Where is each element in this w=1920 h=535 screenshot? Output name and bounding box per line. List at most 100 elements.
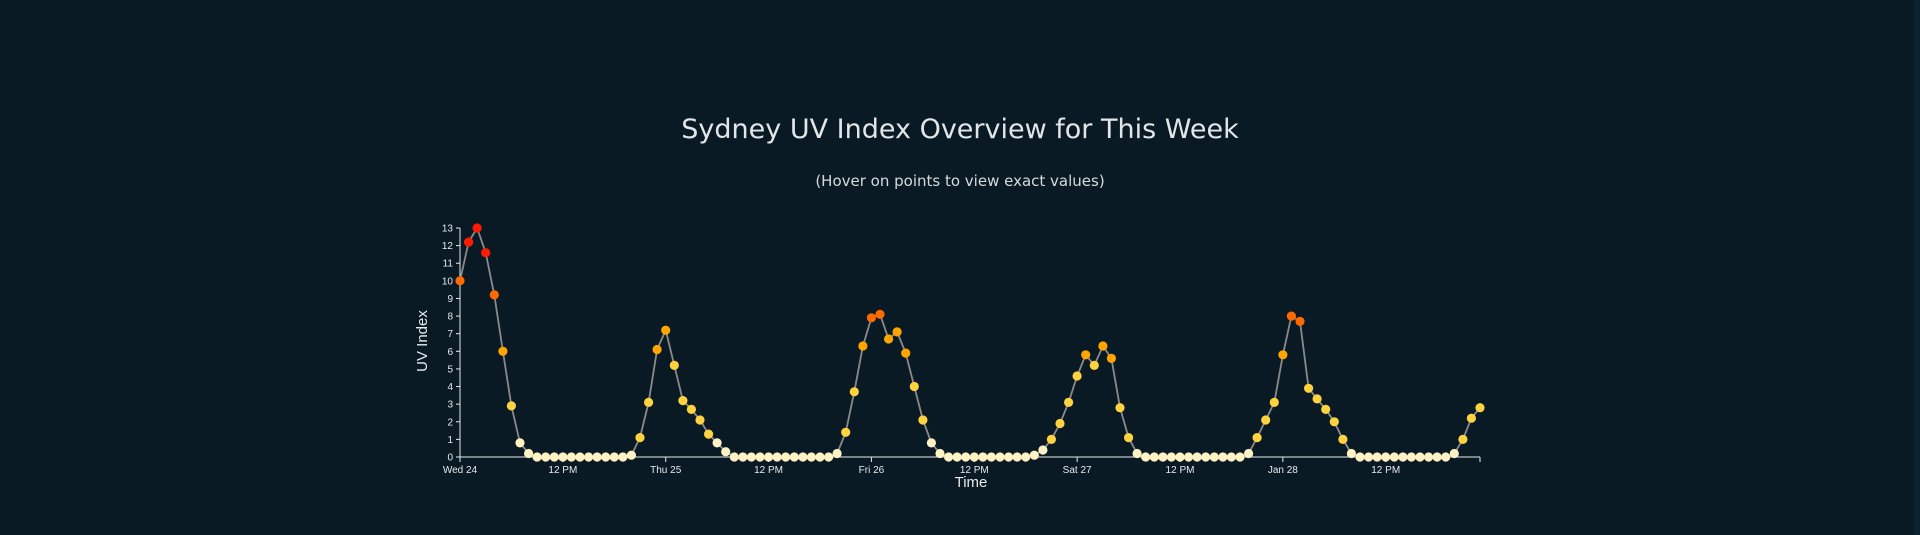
uv-data-point[interactable] <box>747 452 756 461</box>
uv-data-point[interactable] <box>824 452 833 461</box>
uv-data-point[interactable] <box>901 349 910 358</box>
uv-data-point[interactable] <box>1313 394 1322 403</box>
uv-data-point[interactable] <box>507 401 516 410</box>
uv-data-point[interactable] <box>1073 371 1082 380</box>
uv-data-point[interactable] <box>695 415 704 424</box>
uv-data-point[interactable] <box>935 449 944 458</box>
uv-data-point[interactable] <box>1390 452 1399 461</box>
uv-data-point[interactable] <box>918 415 927 424</box>
uv-data-point[interactable] <box>1347 449 1356 458</box>
uv-data-point[interactable] <box>1355 452 1364 461</box>
uv-data-point[interactable] <box>875 310 884 319</box>
uv-data-point[interactable] <box>575 452 584 461</box>
uv-data-point[interactable] <box>1338 435 1347 444</box>
uv-data-point[interactable] <box>704 430 713 439</box>
uv-data-point[interactable] <box>1218 452 1227 461</box>
uv-data-point[interactable] <box>910 382 919 391</box>
uv-data-point[interactable] <box>1235 452 1244 461</box>
uv-data-point[interactable] <box>533 452 542 461</box>
uv-data-point[interactable] <box>953 452 962 461</box>
uv-data-point[interactable] <box>558 452 567 461</box>
uv-data-point[interactable] <box>1115 403 1124 412</box>
uv-data-point[interactable] <box>798 452 807 461</box>
uv-data-point[interactable] <box>1055 419 1064 428</box>
uv-data-point[interactable] <box>1133 449 1142 458</box>
uv-data-point[interactable] <box>773 452 782 461</box>
uv-data-point[interactable] <box>1244 449 1253 458</box>
uv-data-point[interactable] <box>584 452 593 461</box>
uv-data-point[interactable] <box>481 248 490 257</box>
uv-data-point[interactable] <box>593 452 602 461</box>
uv-data-point[interactable] <box>987 452 996 461</box>
uv-data-point[interactable] <box>970 452 979 461</box>
uv-data-point[interactable] <box>1475 403 1484 412</box>
uv-data-point[interactable] <box>464 238 473 247</box>
uv-data-point[interactable] <box>1030 451 1039 460</box>
uv-data-point[interactable] <box>1150 452 1159 461</box>
uv-data-point[interactable] <box>807 452 816 461</box>
uv-data-point[interactable] <box>893 327 902 336</box>
uv-data-point[interactable] <box>1253 433 1262 442</box>
uv-data-point[interactable] <box>1193 452 1202 461</box>
uv-data-point[interactable] <box>1364 452 1373 461</box>
uv-data-point[interactable] <box>1450 449 1459 458</box>
uv-data-point[interactable] <box>618 452 627 461</box>
uv-data-point[interactable] <box>1090 361 1099 370</box>
uv-data-point[interactable] <box>1098 341 1107 350</box>
uv-data-point[interactable] <box>1047 435 1056 444</box>
uv-data-point[interactable] <box>961 452 970 461</box>
uv-data-point[interactable] <box>1167 452 1176 461</box>
uv-data-point[interactable] <box>661 326 670 335</box>
uv-data-point[interactable] <box>687 405 696 414</box>
uv-data-point[interactable] <box>1424 452 1433 461</box>
uv-data-point[interactable] <box>1124 433 1133 442</box>
uv-data-point[interactable] <box>610 452 619 461</box>
uv-data-point[interactable] <box>1107 354 1116 363</box>
uv-data-point[interactable] <box>884 334 893 343</box>
uv-data-point[interactable] <box>653 345 662 354</box>
uv-data-point[interactable] <box>1141 452 1150 461</box>
uv-data-point[interactable] <box>473 223 482 232</box>
uv-data-point[interactable] <box>1158 452 1167 461</box>
uv-data-point[interactable] <box>867 313 876 322</box>
uv-data-point[interactable] <box>858 341 867 350</box>
uv-data-point[interactable] <box>721 447 730 456</box>
uv-data-point[interactable] <box>541 452 550 461</box>
uv-data-point[interactable] <box>601 452 610 461</box>
uv-data-point[interactable] <box>498 347 507 356</box>
uv-data-point[interactable] <box>1330 417 1339 426</box>
uv-data-point[interactable] <box>944 452 953 461</box>
uv-data-point[interactable] <box>1201 452 1210 461</box>
vertical-scrollbar[interactable] <box>1914 0 1920 535</box>
uv-data-point[interactable] <box>550 452 559 461</box>
uv-data-point[interactable] <box>1441 452 1450 461</box>
uv-data-point[interactable] <box>1038 445 1047 454</box>
uv-data-point[interactable] <box>1227 452 1236 461</box>
uv-data-point[interactable] <box>790 452 799 461</box>
uv-data-point[interactable] <box>764 452 773 461</box>
uv-data-point[interactable] <box>1184 452 1193 461</box>
uv-data-point[interactable] <box>1261 415 1270 424</box>
uv-data-point[interactable] <box>567 452 576 461</box>
uv-data-point[interactable] <box>1175 452 1184 461</box>
uv-data-point[interactable] <box>1013 452 1022 461</box>
uv-data-point[interactable] <box>978 452 987 461</box>
uv-data-point[interactable] <box>1081 350 1090 359</box>
uv-data-point[interactable] <box>1295 317 1304 326</box>
uv-data-point[interactable] <box>670 361 679 370</box>
uv-data-point[interactable] <box>730 452 739 461</box>
uv-data-point[interactable] <box>515 438 524 447</box>
uv-data-point[interactable] <box>713 438 722 447</box>
uv-data-point[interactable] <box>833 449 842 458</box>
uv-data-point[interactable] <box>815 452 824 461</box>
uv-data-point[interactable] <box>1407 452 1416 461</box>
uv-data-point[interactable] <box>1467 414 1476 423</box>
uv-data-point[interactable] <box>841 428 850 437</box>
uv-data-point[interactable] <box>1398 452 1407 461</box>
uv-data-point[interactable] <box>490 290 499 299</box>
uv-data-point[interactable] <box>1304 384 1313 393</box>
uv-data-point[interactable] <box>1270 398 1279 407</box>
uv-data-point[interactable] <box>1458 435 1467 444</box>
uv-data-point[interactable] <box>1381 452 1390 461</box>
uv-data-point[interactable] <box>678 396 687 405</box>
